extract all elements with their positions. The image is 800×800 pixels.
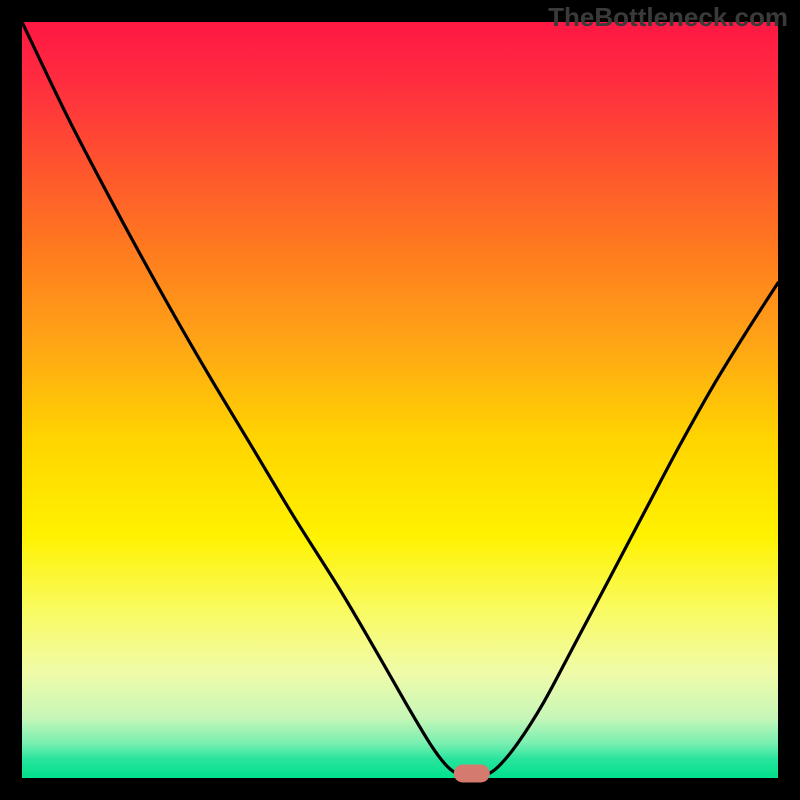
- watermark-text: TheBottleneck.com: [548, 2, 788, 33]
- minimum-marker: [454, 764, 490, 782]
- plot-background: [22, 22, 778, 778]
- bottleneck-chart: [0, 0, 800, 800]
